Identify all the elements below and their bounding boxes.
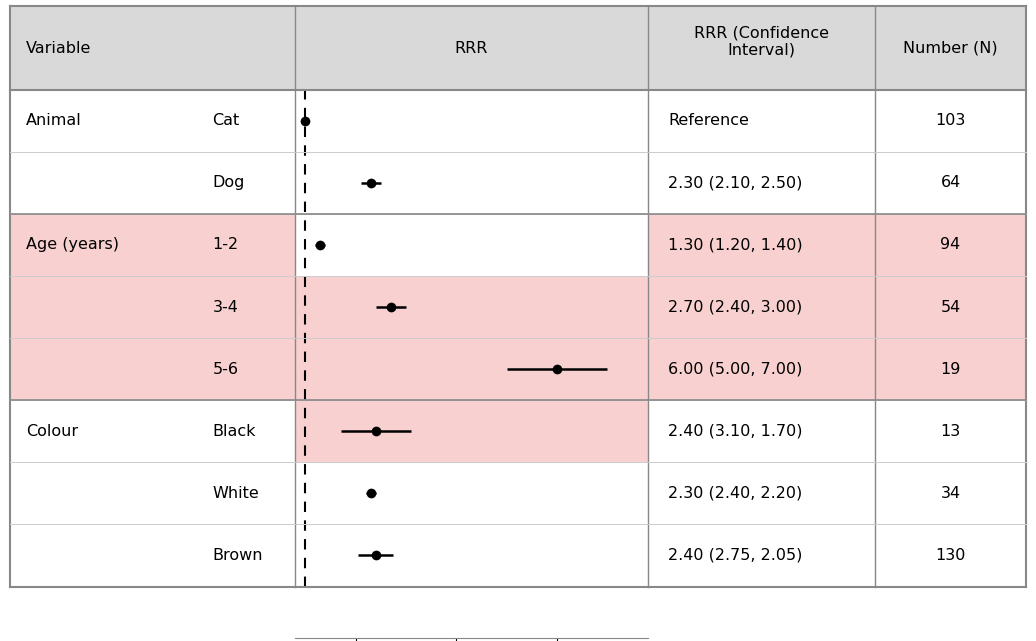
Text: Colour: Colour [26,424,78,439]
Text: 2.40 (2.75, 2.05): 2.40 (2.75, 2.05) [668,548,803,563]
Text: Animal: Animal [26,113,82,128]
Text: Reference: Reference [668,113,749,128]
Bar [295,338,648,400]
Text: 1.30 (1.20, 1.40): 1.30 (1.20, 1.40) [668,237,803,253]
Text: RRR: RRR [455,40,488,56]
Text: 64: 64 [941,176,960,190]
Bar [295,276,648,338]
Bar [295,90,648,152]
Text: 6.00 (5.00, 7.00): 6.00 (5.00, 7.00) [668,362,803,377]
Text: White: White [212,486,259,501]
Bar [295,214,648,276]
Text: 13: 13 [941,424,960,439]
Text: Variable: Variable [26,40,91,56]
Text: 19: 19 [941,362,960,377]
Text: 3-4: 3-4 [212,299,238,315]
Bar [295,152,648,214]
Text: 2.30 (2.10, 2.50): 2.30 (2.10, 2.50) [668,176,803,190]
Text: Cat: Cat [212,113,239,128]
Text: Age (years): Age (years) [26,237,119,253]
Text: Brown: Brown [212,548,263,563]
Text: 2.30 (2.40, 2.20): 2.30 (2.40, 2.20) [668,486,803,501]
Text: 94: 94 [941,237,960,253]
Text: 2.70 (2.40, 3.00): 2.70 (2.40, 3.00) [668,299,803,315]
Text: 130: 130 [936,548,966,563]
Text: 5-6: 5-6 [212,362,238,377]
Text: Dog: Dog [212,176,244,190]
Bar [295,524,648,587]
Text: Number (N): Number (N) [903,40,998,56]
Text: 1-2: 1-2 [212,237,238,253]
Text: RRR (Confidence
Interval): RRR (Confidence Interval) [694,26,829,58]
Text: 2.40 (3.10, 1.70): 2.40 (3.10, 1.70) [668,424,803,439]
Bar [295,400,648,462]
Text: 54: 54 [941,299,960,315]
Text: 103: 103 [936,113,966,128]
Text: 34: 34 [941,486,960,501]
Text: Black: Black [212,424,256,439]
Bar [295,462,648,524]
